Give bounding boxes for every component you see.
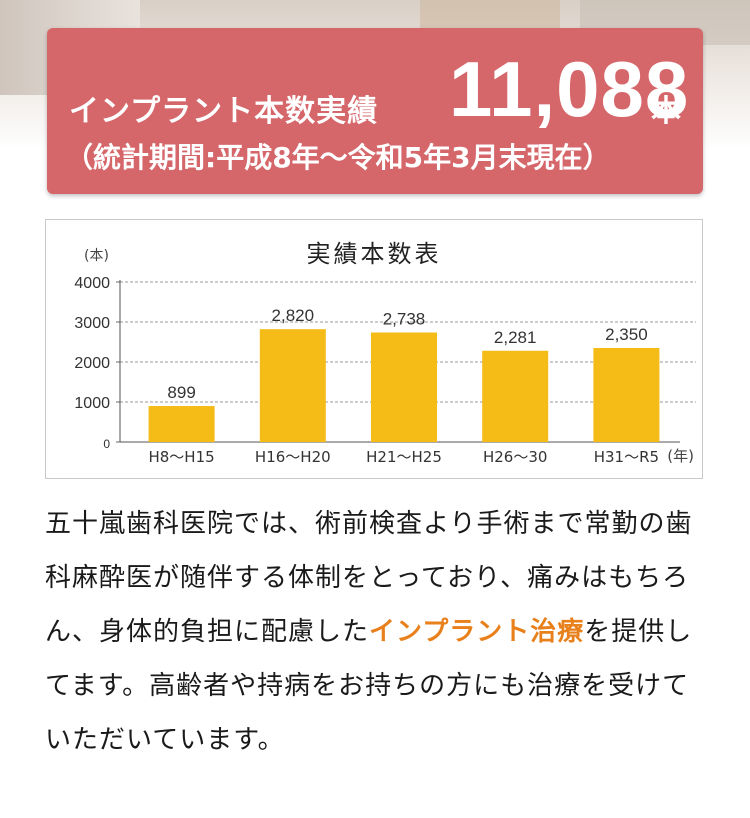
banner-title: インプラント本数実績 xyxy=(69,86,378,130)
y-tick-label: 3000 xyxy=(74,315,110,332)
bar xyxy=(149,406,215,442)
bar xyxy=(593,348,659,442)
bar-value-label: 2,820 xyxy=(272,306,315,325)
y-tick-label: 2000 xyxy=(74,355,110,372)
results-chart: 実績本数表 (本) (年) 0 1000 2000 3000 4000 899 H8～H15… xyxy=(45,219,703,479)
highlight-text: インプラント治療 xyxy=(369,617,584,647)
y-tick-label: 4000 xyxy=(74,275,110,292)
banner-subtitle: （統計期間:平成8年～令和5年3月末現在） xyxy=(65,136,611,176)
x-tick-label: H31～R5 xyxy=(594,448,659,466)
description-paragraph: 五十嵐歯科医院では、術前検査より手術まで常勤の歯科麻酔医が随伴する体制をとってお… xyxy=(45,497,710,767)
y-tick-label: 0 xyxy=(103,437,110,451)
y-tick-label: 1000 xyxy=(74,395,110,412)
bar-value-label: 2,281 xyxy=(494,328,537,347)
x-tick-label: H21～H25 xyxy=(366,448,442,466)
implant-count-banner: インプラント本数実績 11,088 本 （統計期間:平成8年～令和5年3月末現在… xyxy=(47,28,703,194)
bar-value-label: 899 xyxy=(167,383,195,402)
x-tick-label: H26～30 xyxy=(483,448,547,466)
bar xyxy=(482,351,548,442)
x-tick-label: H16～H20 xyxy=(255,448,331,466)
x-axis-unit-label: (年) xyxy=(667,447,694,465)
bar-value-label: 2,738 xyxy=(383,309,426,328)
bar xyxy=(371,332,437,442)
x-tick-label: H8～H15 xyxy=(148,448,214,466)
bar-chart-svg: 実績本数表 (本) (年) 0 1000 2000 3000 4000 899 H8～H15… xyxy=(46,220,702,478)
bar xyxy=(260,329,326,442)
bar-value-label: 2,350 xyxy=(605,325,648,344)
y-axis-unit-label: (本) xyxy=(84,248,109,264)
chart-title: 実績本数表 xyxy=(307,240,442,268)
banner-unit: 本 xyxy=(651,86,681,130)
